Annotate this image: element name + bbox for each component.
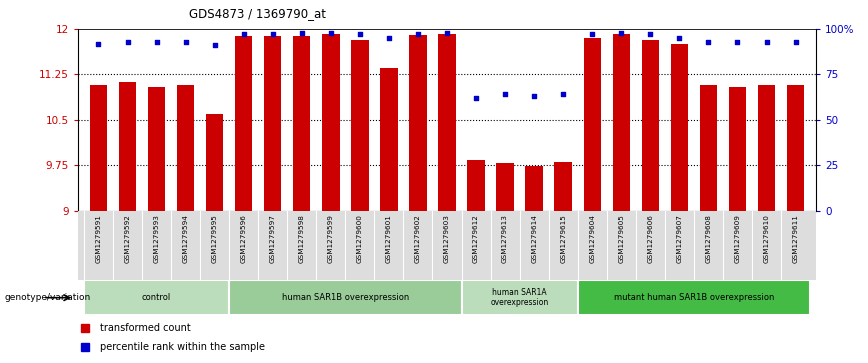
Text: human SAR1A
overexpression: human SAR1A overexpression [490, 288, 549, 307]
Text: GSM1279603: GSM1279603 [444, 214, 450, 263]
Point [324, 30, 338, 36]
Bar [235, 36, 253, 211]
Bar [555, 162, 572, 211]
Text: GSM1279611: GSM1279611 [792, 214, 799, 263]
Text: GSM1279615: GSM1279615 [560, 214, 566, 263]
Point [121, 39, 135, 45]
Bar [496, 163, 514, 211]
Text: GDS4873 / 1369790_at: GDS4873 / 1369790_at [189, 7, 326, 20]
Point [91, 41, 105, 46]
Point [411, 32, 425, 37]
Text: GSM1279602: GSM1279602 [415, 214, 421, 263]
Text: genotype/variation: genotype/variation [4, 293, 90, 302]
Text: transformed count: transformed count [100, 323, 191, 333]
Text: GSM1279614: GSM1279614 [531, 214, 537, 263]
Text: GSM1279606: GSM1279606 [648, 214, 654, 263]
Point [266, 32, 279, 37]
Point [789, 39, 803, 45]
Point [382, 35, 396, 41]
Point [207, 42, 221, 48]
Text: human SAR1B overexpression: human SAR1B overexpression [282, 293, 409, 302]
Bar [148, 86, 165, 211]
Bar [177, 85, 194, 211]
Text: GSM1279593: GSM1279593 [154, 214, 160, 263]
Text: GSM1279594: GSM1279594 [182, 214, 188, 263]
Bar [206, 114, 223, 211]
Point [760, 39, 773, 45]
Point [237, 32, 251, 37]
Bar [264, 36, 281, 211]
Bar [641, 40, 659, 211]
Point [149, 39, 163, 45]
Bar [462, 280, 578, 315]
Bar [84, 280, 229, 315]
Bar [758, 85, 775, 211]
Point [440, 30, 454, 36]
Text: GSM1279600: GSM1279600 [357, 214, 363, 263]
Bar [229, 280, 462, 315]
Text: GSM1279595: GSM1279595 [212, 214, 218, 263]
Point [615, 30, 628, 36]
Bar [352, 40, 369, 211]
Text: GSM1279597: GSM1279597 [270, 214, 276, 263]
Text: GSM1279598: GSM1279598 [299, 214, 305, 263]
Text: GSM1279610: GSM1279610 [764, 214, 770, 263]
Text: GSM1279613: GSM1279613 [502, 214, 508, 263]
Text: GSM1279596: GSM1279596 [240, 214, 247, 263]
Bar [467, 160, 485, 211]
Bar [671, 44, 688, 211]
Bar [380, 68, 398, 211]
Text: GSM1279609: GSM1279609 [734, 214, 740, 263]
Bar [729, 86, 746, 211]
Text: percentile rank within the sample: percentile rank within the sample [100, 342, 266, 352]
Bar [89, 85, 107, 211]
Point [731, 39, 745, 45]
Point [643, 32, 657, 37]
Bar [700, 85, 717, 211]
Bar [525, 166, 542, 211]
Text: GSM1279608: GSM1279608 [706, 214, 712, 263]
Point [295, 30, 309, 36]
Point [179, 39, 193, 45]
Bar [787, 85, 805, 211]
Point [469, 95, 483, 101]
Bar [293, 36, 311, 211]
Text: control: control [142, 293, 171, 302]
Point [673, 35, 687, 41]
Text: GSM1279607: GSM1279607 [676, 214, 682, 263]
Text: GSM1279604: GSM1279604 [589, 214, 595, 263]
Bar [578, 280, 810, 315]
Bar [613, 34, 630, 211]
Text: GSM1279612: GSM1279612 [473, 214, 479, 263]
Point [527, 93, 541, 99]
Text: GSM1279591: GSM1279591 [95, 214, 102, 263]
Point [701, 39, 715, 45]
Bar [438, 34, 456, 211]
Text: GSM1279605: GSM1279605 [618, 214, 624, 263]
Text: GSM1279601: GSM1279601 [386, 214, 392, 263]
Bar [119, 82, 136, 211]
Point [353, 32, 367, 37]
Text: GSM1279592: GSM1279592 [124, 214, 130, 263]
Bar [322, 34, 339, 211]
Bar [409, 35, 427, 211]
Point [585, 32, 599, 37]
Text: GSM1279599: GSM1279599 [328, 214, 334, 263]
Point [556, 91, 570, 97]
Point [498, 91, 512, 97]
Text: mutant human SAR1B overexpression: mutant human SAR1B overexpression [614, 293, 774, 302]
Bar [583, 38, 601, 211]
